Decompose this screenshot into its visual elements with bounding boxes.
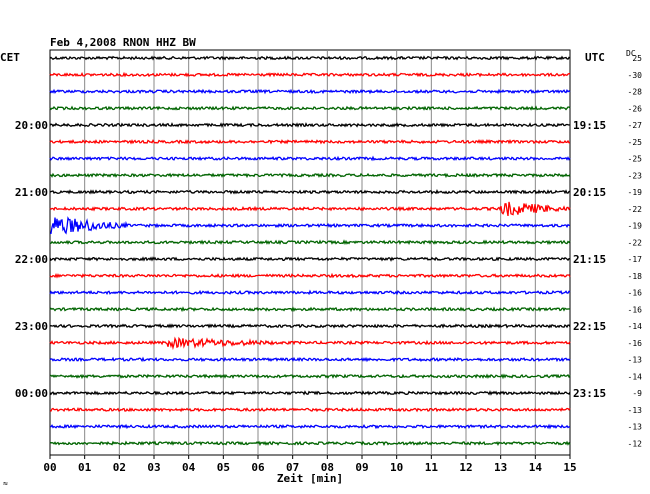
x-tick-label: 05	[217, 461, 230, 474]
x-tick-label: 08	[321, 461, 334, 474]
trace-15	[49, 289, 571, 296]
traces-group	[49, 55, 571, 447]
dc-value-5: -27	[628, 121, 643, 130]
trace-22	[49, 407, 571, 413]
dc-value-19: -13	[628, 356, 643, 365]
left-timezone-label: CET	[0, 51, 20, 64]
dc-value-1: 25	[632, 54, 642, 63]
x-tick-label: 01	[78, 461, 92, 474]
trace-12	[49, 239, 571, 246]
dc-value-9: -19	[628, 188, 643, 197]
trace-1	[49, 55, 571, 61]
footer-mark: ≈	[3, 479, 8, 488]
dc-value-16: -16	[628, 305, 643, 314]
dc-value-13: -17	[628, 255, 643, 264]
left-time-label: 23:00	[15, 320, 48, 333]
trace-9	[49, 189, 571, 195]
right-time-label: 20:15	[573, 186, 606, 199]
trace-8	[49, 172, 571, 179]
right-time-label: 21:15	[573, 253, 606, 266]
dc-value-6: -25	[628, 138, 643, 147]
dc-value-10: -22	[628, 205, 643, 214]
left-time-label: 20:00	[15, 119, 48, 132]
trace-13	[49, 256, 571, 262]
right-time-label: 19:15	[573, 119, 606, 132]
dc-value-12: -22	[628, 238, 643, 247]
dc-value-24: -12	[628, 439, 643, 448]
dc-value-11: -19	[628, 222, 643, 231]
trace-11	[50, 216, 570, 235]
x-tick-label: 07	[286, 461, 299, 474]
dc-value-14: -18	[628, 272, 643, 281]
trace-3	[49, 88, 571, 95]
trace-6	[49, 139, 571, 145]
left-time-label: 22:00	[15, 253, 48, 266]
trace-labels: 25 -30 -28 -26 -27 20:00 19:15 -25 -25 -23 -19 21:0…	[15, 54, 642, 448]
trace-2	[49, 71, 570, 78]
chart-title: Feb 4,2008 RNON HHZ BW	[50, 36, 196, 49]
trace-4	[49, 105, 571, 111]
x-axis-ticks: 00 01 02 03 04 05 06 07 08 09 10 11 12 13 14 15	[43, 455, 577, 474]
plot-frame	[49, 49, 571, 456]
right-timezone-label: UTC	[585, 51, 605, 64]
dc-value-21: -9	[632, 389, 642, 398]
x-tick-label: 10	[390, 461, 403, 474]
x-tick-label: 11	[425, 461, 439, 474]
x-tick-label: 13	[494, 461, 507, 474]
dc-value-18: -16	[628, 339, 643, 348]
dc-value-2: -30	[628, 71, 643, 80]
trace-21	[49, 390, 571, 396]
x-axis-label: Zeit [min]	[277, 472, 343, 485]
dc-value-23: -13	[628, 423, 643, 432]
trace-10	[49, 201, 571, 217]
dc-value-17: -14	[628, 322, 643, 331]
dc-value-8: -23	[628, 171, 643, 180]
right-time-label: 23:15	[573, 387, 606, 400]
trace-16	[49, 306, 571, 313]
x-tick-label: 14	[529, 461, 543, 474]
trace-14	[49, 272, 571, 279]
dc-label: DC	[626, 49, 636, 58]
trace-23	[49, 423, 571, 430]
x-tick-label: 04	[182, 461, 196, 474]
right-time-label: 22:15	[573, 320, 606, 333]
trace-20	[49, 373, 571, 380]
dc-value-4: -26	[628, 104, 643, 113]
trace-17	[49, 323, 571, 329]
trace-7	[49, 155, 571, 162]
x-tick-label: 09	[355, 461, 368, 474]
x-tick-label: 03	[147, 461, 160, 474]
left-time-label: 21:00	[15, 186, 48, 199]
dc-value-7: -25	[628, 155, 643, 164]
x-tick-label: 15	[563, 461, 576, 474]
x-tick-label: 12	[459, 461, 472, 474]
trace-18	[49, 336, 571, 351]
dc-value-22: -13	[628, 406, 643, 415]
dc-value-20: -14	[628, 372, 643, 381]
trace-24	[49, 440, 571, 447]
left-time-label: 00:00	[15, 387, 48, 400]
x-tick-label: 02	[113, 461, 126, 474]
grid-lines	[84, 50, 536, 455]
trace-5	[49, 122, 571, 128]
trace-19	[49, 356, 571, 363]
dc-value-3: -28	[628, 88, 643, 97]
x-tick-label: 06	[251, 461, 265, 474]
x-tick-label: 00	[43, 461, 56, 474]
dc-value-15: -16	[628, 289, 643, 298]
